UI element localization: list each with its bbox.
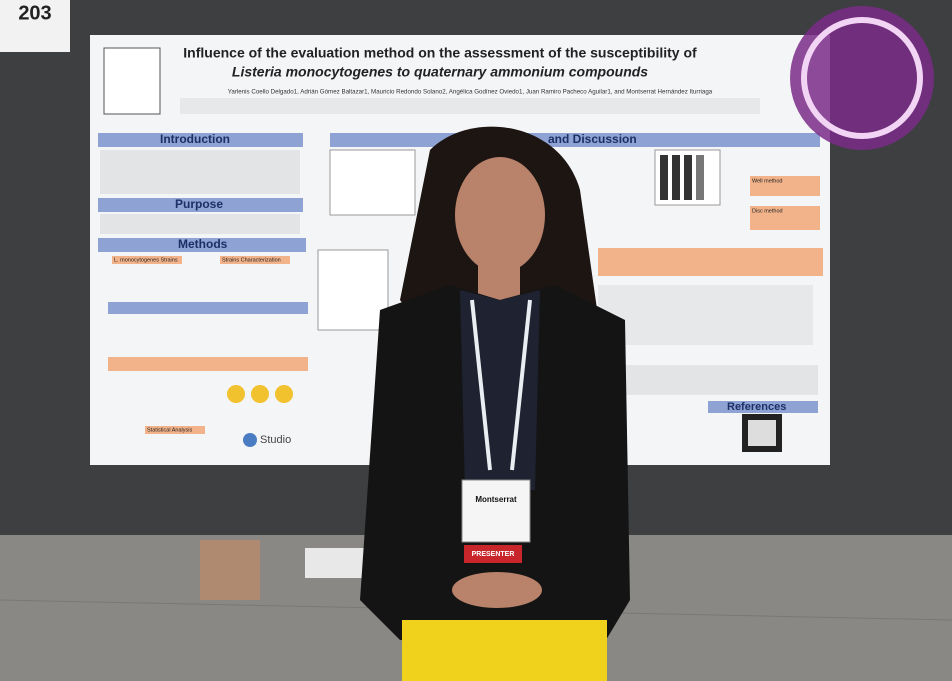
presenter-ribbon	[464, 545, 522, 563]
subsection-label	[220, 256, 290, 264]
table	[598, 285, 813, 345]
plate	[275, 385, 293, 403]
text-block	[100, 214, 300, 234]
figure-bar	[684, 155, 692, 200]
section-header	[98, 133, 303, 147]
booth-sign	[0, 0, 70, 52]
section-title: References	[727, 401, 786, 413]
blouse	[460, 290, 540, 490]
lanyard	[510, 299, 532, 471]
name-badge	[461, 479, 531, 543]
poster-title: Influence of the evaluation method on th…	[183, 45, 697, 61]
background-person-legs	[200, 540, 260, 600]
plate	[251, 385, 269, 403]
figure	[329, 149, 416, 216]
hands	[452, 572, 542, 608]
r-logo	[243, 433, 257, 447]
section-title: and Discussion	[548, 132, 637, 146]
subsection-label	[145, 426, 205, 434]
result-box	[750, 206, 820, 230]
section-header	[98, 238, 306, 252]
section-header	[708, 401, 818, 413]
subsection-text: Strains Characterization	[222, 257, 281, 263]
figure	[317, 249, 389, 331]
face	[455, 157, 545, 273]
software-name: Studio	[260, 434, 291, 446]
badge-name: Montserrat	[475, 495, 517, 504]
lanyard	[470, 299, 492, 471]
banner	[108, 357, 308, 371]
result-box	[750, 176, 820, 196]
ribbon-text: PRESENTER	[472, 551, 515, 558]
neck	[478, 260, 520, 300]
watermark-logo	[790, 6, 934, 150]
text-block	[100, 150, 300, 194]
figure-bar	[696, 155, 704, 200]
result-text: Well method	[752, 178, 782, 184]
subsection-label	[112, 256, 182, 264]
trousers	[402, 620, 607, 681]
section-title: Methods	[178, 237, 228, 251]
subsection-text: L. monocytogenes Strains	[114, 257, 178, 263]
section-title: Introduction	[160, 132, 230, 146]
figure-bar	[672, 155, 680, 200]
university-logo	[103, 47, 161, 115]
section-title: Purpose	[175, 197, 223, 211]
poster-authors: Yarlenis Coello Delgado1, Adrián Gómez B…	[228, 89, 713, 96]
watermark-ring	[801, 17, 923, 139]
result-text: Disc method	[752, 208, 783, 214]
section-header	[98, 198, 303, 212]
booth-number: 203	[18, 2, 51, 24]
figure-bar	[660, 155, 668, 200]
poster-title: Listeria monocytogenes to quaternary amm…	[232, 64, 648, 80]
result-box	[598, 248, 823, 276]
plate	[227, 385, 245, 403]
qr-code-inner	[748, 420, 776, 446]
text-block	[598, 365, 818, 395]
subsection-text: Statistical Analysis	[147, 427, 192, 433]
banner	[108, 302, 308, 314]
affiliations	[180, 98, 760, 114]
